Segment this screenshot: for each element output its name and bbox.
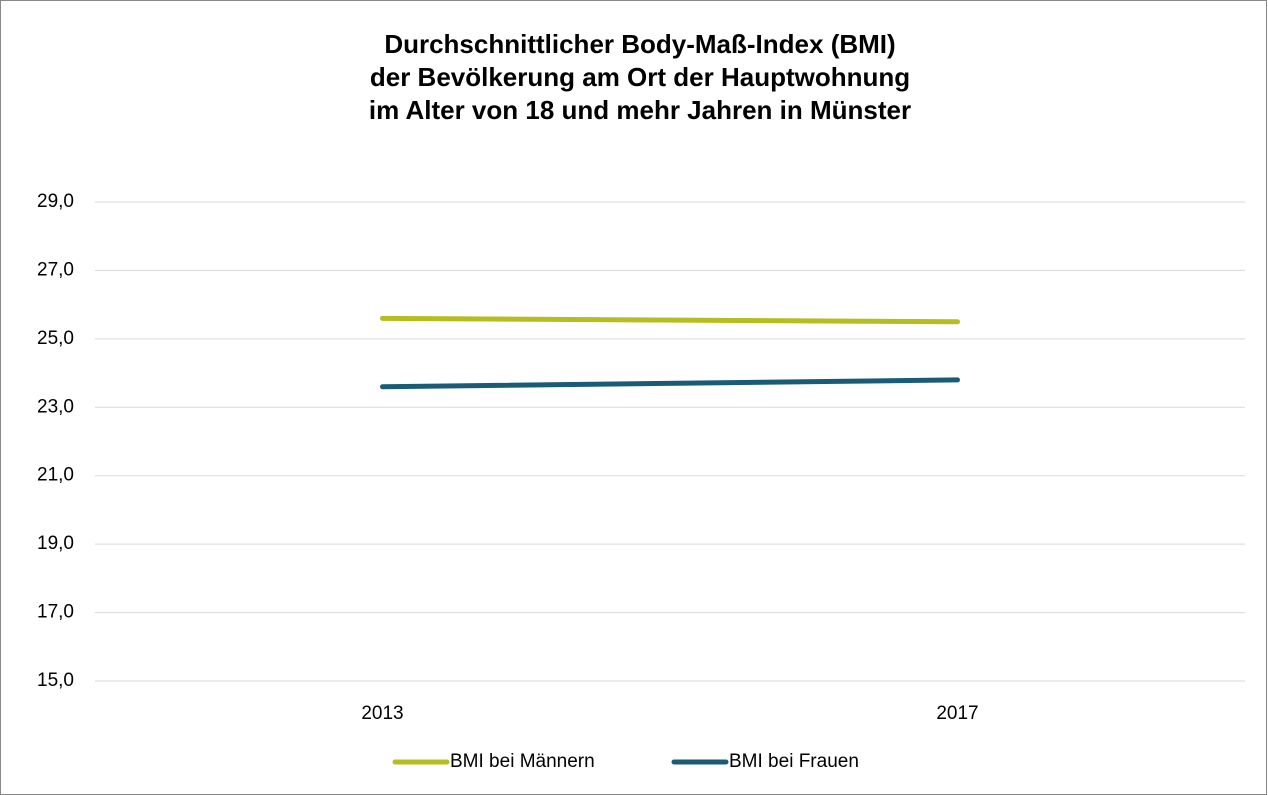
y-tick-label: 25,0	[37, 328, 74, 349]
y-tick-label: 23,0	[37, 396, 74, 417]
y-tick-label: 27,0	[37, 259, 74, 280]
y-tick-label: 17,0	[37, 602, 74, 623]
chart-title: der Bevölkerung am Ort der Hauptwohnung	[370, 62, 910, 92]
y-tick-label: 15,0	[37, 670, 74, 691]
data-line	[380, 377, 960, 390]
x-tick-label: 2013	[361, 703, 403, 724]
chart-title: im Alter von 18 und mehr Jahren in Münst…	[369, 95, 911, 125]
y-tick-label: 21,0	[37, 465, 74, 486]
data-line	[380, 315, 960, 325]
x-tick-label: 2017	[936, 703, 978, 724]
y-tick-label: 19,0	[37, 533, 74, 554]
chart-title: Durchschnittlicher Body-Maß-Index (BMI)	[384, 29, 895, 59]
legend-label: BMI bei Männern	[450, 751, 595, 772]
y-tick-label: 29,0	[37, 191, 74, 212]
legend-label: BMI bei Frauen	[729, 751, 859, 772]
